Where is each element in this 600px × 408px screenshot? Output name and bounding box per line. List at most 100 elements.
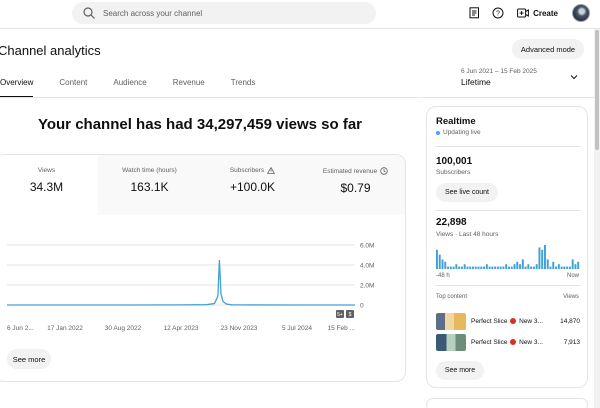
realtime-bar	[488, 266, 491, 269]
tab-content[interactable]: Content	[59, 78, 88, 87]
y-tick-label: 6.0M	[360, 243, 374, 250]
tabs-divider	[0, 97, 420, 98]
realtime-bar	[549, 266, 552, 269]
date-range[interactable]: 6 Jun 2021 – 15 Feb 2025	[461, 68, 537, 75]
realtime-bar	[544, 245, 546, 269]
scrollbar-thumb[interactable]	[595, 30, 599, 150]
realtime-bar	[571, 259, 574, 269]
realtime-bar	[577, 261, 580, 269]
bomb-emoji-icon	[510, 317, 517, 324]
axis-end: Now	[566, 273, 579, 279]
scrollbar-track[interactable]	[594, 29, 600, 408]
realtime-bar	[469, 266, 472, 269]
help-icon[interactable]: ?	[491, 6, 505, 20]
avatar[interactable]	[572, 4, 590, 22]
realtime-bar	[474, 266, 477, 269]
search-box[interactable]: Search across your channel	[72, 2, 376, 24]
metric-watch-time[interactable]: Watch time (hours) 163.1K	[98, 155, 201, 215]
metric-value: 163.1K	[130, 180, 169, 194]
date-filter-label[interactable]: Lifetime	[461, 77, 491, 87]
realtime-views: 22,898	[436, 217, 467, 228]
page-title: Channel analytics	[0, 43, 101, 58]
realtime-bar	[521, 259, 524, 269]
feedback-icon[interactable]	[467, 6, 481, 20]
chart-marker-label: 5+	[337, 312, 343, 318]
divider	[436, 146, 580, 147]
realtime-bar	[568, 266, 571, 269]
realtime-bar	[455, 264, 458, 269]
views-chart[interactable]: 6.0M 4.0M 2.0M 0 6 Jun 2... 17 Jan 2022 30 Aug…	[0, 215, 406, 345]
realtime-bar	[444, 261, 447, 269]
realtime-bar	[519, 264, 522, 269]
realtime-bar	[555, 266, 558, 269]
realtime-bar	[557, 264, 560, 269]
realtime-bar	[560, 266, 563, 269]
realtime-bar-chart[interactable]	[436, 245, 580, 269]
realtime-bar	[491, 266, 494, 269]
subscriber-count: 100,001	[436, 156, 473, 167]
metric-value: 34.3M	[29, 180, 64, 194]
top-content-row[interactable]: Perfect Slice New 3... 7,913	[436, 333, 580, 351]
realtime-card: Realtime Updating live 100,001 Subscribe…	[426, 106, 588, 388]
x-tick-label: 15 Feb ...	[328, 325, 356, 332]
realtime-bar	[452, 266, 455, 269]
y-tick-label: 2.0M	[360, 283, 374, 290]
realtime-bar	[466, 266, 469, 269]
realtime-bar	[541, 249, 544, 269]
advanced-mode-button[interactable]: Advanced mode	[512, 39, 584, 59]
metric-label: Estimated revenue	[322, 167, 378, 175]
chevron-down-icon[interactable]	[569, 72, 579, 82]
realtime-see-more-button[interactable]: See more	[436, 361, 484, 380]
tab-audience[interactable]: Audience	[113, 78, 147, 87]
metric-revenue[interactable]: Estimated revenue $0.79	[304, 155, 405, 215]
header-divider	[0, 28, 600, 29]
realtime-title: Realtime	[436, 116, 476, 127]
top-actions: ? Create	[467, 3, 600, 23]
tab-trends[interactable]: Trends	[230, 78, 256, 87]
video-title: Perfect Slice New 3...	[471, 338, 543, 346]
realtime-bar	[524, 266, 527, 269]
realtime-bar	[441, 259, 444, 269]
warning-icon[interactable]	[267, 167, 276, 174]
divider	[436, 210, 580, 211]
realtime-bar	[499, 266, 502, 269]
overview-card: Views 34.3M Watch time (hours) 163.1K Su…	[0, 154, 406, 382]
see-live-count-button[interactable]: See live count	[436, 183, 498, 202]
metric-subscribers[interactable]: Subscribers +100.0K	[201, 155, 304, 215]
y-tick-label: 4.0M	[360, 263, 374, 270]
realtime-bar	[566, 266, 569, 269]
clock-icon[interactable]	[380, 167, 388, 175]
video-title: Perfect Slice New 3...	[471, 317, 543, 325]
realtime-bar	[527, 264, 530, 269]
create-button[interactable]: Create	[517, 8, 558, 18]
metric-label: Watch time (hours)	[122, 167, 177, 174]
see-more-button[interactable]: See more	[7, 349, 51, 369]
realtime-bar	[505, 264, 508, 269]
search-icon	[83, 7, 95, 19]
chart-marker-badge	[336, 310, 344, 318]
live-status: Updating live	[436, 129, 481, 136]
metric-label: Subscribers	[229, 167, 265, 174]
divider	[436, 285, 580, 286]
search-input[interactable]: Search across your channel	[103, 8, 203, 18]
tab-revenue[interactable]: Revenue	[172, 78, 205, 87]
metric-tabs: Views 34.3M Watch time (hours) 163.1K Su…	[0, 155, 405, 215]
video-thumbnail	[436, 312, 466, 330]
top-content-row[interactable]: Perfect Slice New 3... 14,870	[436, 312, 580, 330]
x-tick-label: 17 Jan 2022	[47, 325, 83, 332]
bomb-emoji-icon	[510, 338, 517, 345]
realtime-views-label: Views · Last 48 hours	[436, 231, 499, 238]
metric-label: Views	[37, 167, 56, 174]
x-tick-label: 6 Jun 2...	[7, 325, 34, 332]
realtime-bar	[513, 264, 516, 269]
realtime-bar	[458, 266, 461, 269]
realtime-bar	[510, 266, 513, 269]
metric-value: $0.79	[340, 181, 371, 195]
realtime-bar	[436, 249, 438, 269]
tab-overview[interactable]: Overview	[0, 78, 34, 98]
views-headline: Your channel has had 34,297,459 views so…	[37, 116, 363, 133]
live-dot-icon	[436, 130, 440, 135]
realtime-bar	[447, 266, 450, 269]
metric-views[interactable]: Views 34.3M	[0, 155, 98, 215]
realtime-bar	[502, 266, 505, 269]
